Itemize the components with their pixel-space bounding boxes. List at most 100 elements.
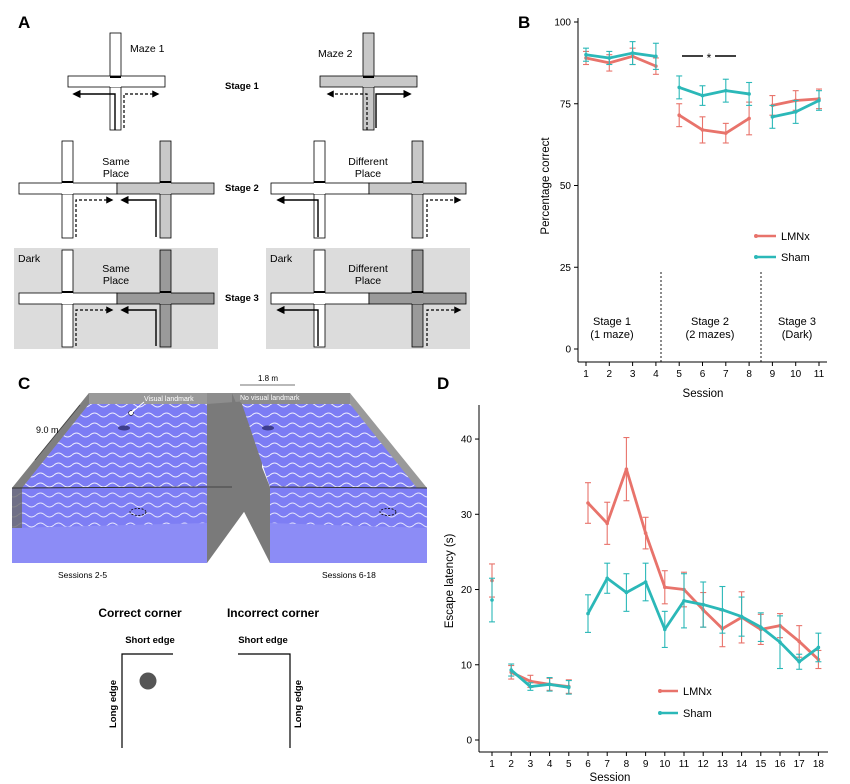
correct-corner-title: Correct corner bbox=[98, 606, 182, 620]
correct-corner-edges bbox=[121, 653, 173, 748]
chart-b-sham-point bbox=[724, 88, 728, 93]
legend-d-sham-dot bbox=[658, 711, 662, 715]
no-visual-landmark-label: No visual landmark bbox=[240, 395, 300, 402]
chart-d-xtick-label: 15 bbox=[755, 759, 767, 770]
chart-d-xtick-label: 7 bbox=[604, 759, 610, 770]
incorrect-corner-edges bbox=[238, 653, 291, 748]
panel-c: C Visual landmark 9.0 m Sessions 2-5 bbox=[11, 374, 428, 748]
chart-b-lmnx-point bbox=[677, 113, 681, 117]
chart-d-lmnx-point bbox=[797, 639, 801, 644]
chart-d-xtick-label: 3 bbox=[528, 759, 534, 770]
legend-d-sham-label: Sham bbox=[683, 708, 712, 720]
panel-b: B 0 25 50 75 100 1 2 3 4 5 6 7 8 9 10 11 Percentage co… bbox=[518, 13, 827, 400]
chart-d-sham-point bbox=[663, 627, 667, 632]
legend-b-lmnx-label: LMNx bbox=[781, 231, 810, 243]
legend-b-lmnx-dot bbox=[754, 234, 758, 238]
visual-landmark-label: Visual landmark bbox=[144, 396, 194, 403]
chart-b-sham-point bbox=[654, 54, 658, 59]
sessions-left-label: Sessions 2-5 bbox=[58, 570, 107, 580]
chart-b-legend: LMNx Sham bbox=[754, 231, 810, 264]
chart-d-sham-point bbox=[739, 614, 744, 619]
chart-d-xtick-label: 13 bbox=[717, 759, 729, 770]
chart-d-sham-point bbox=[759, 625, 763, 629]
panel-a-letter: A bbox=[18, 13, 30, 32]
chart-d-xtick-label: 10 bbox=[659, 759, 671, 770]
correct-long-edge: Long edge bbox=[108, 680, 119, 728]
chart-b-sham-line bbox=[678, 86, 750, 97]
chart-b-sham-point bbox=[793, 110, 798, 114]
chart-b-ytick-label: 25 bbox=[560, 263, 572, 274]
chart-b-xtick-label: 10 bbox=[790, 369, 802, 380]
stage2-different-place bbox=[270, 140, 467, 239]
platform-right bbox=[379, 508, 397, 516]
water-maze-left: Visual landmark 9.0 m Sessions 2-5 bbox=[11, 393, 262, 580]
chart-d-sham-point bbox=[586, 611, 590, 616]
dark-label-left: Dark bbox=[18, 253, 41, 265]
chart-b-xlabel: Session bbox=[683, 388, 724, 400]
chart-b-xtick-label: 6 bbox=[700, 369, 706, 380]
chart-d-sham-point bbox=[490, 598, 494, 602]
legend-b-sham-dot bbox=[754, 255, 758, 259]
chart-b-sham-point bbox=[817, 98, 821, 103]
chart-d-sham-point bbox=[778, 640, 782, 644]
chart-b-sham-point bbox=[700, 93, 705, 98]
chart-d-sham-line bbox=[510, 668, 570, 689]
chart-d-xtick-label: 11 bbox=[679, 759, 690, 770]
chart-d-lmnx-line bbox=[586, 467, 820, 661]
chart-d-ytick-label: 20 bbox=[461, 585, 473, 596]
legend-b-sham-label: Sham bbox=[781, 252, 810, 264]
chart-d-sham-point bbox=[682, 599, 686, 603]
maze2-label: Maze 2 bbox=[318, 48, 353, 60]
panel-b-letter: B bbox=[518, 13, 530, 32]
platform-left bbox=[129, 508, 147, 516]
chart-b-xtick-label: 2 bbox=[607, 369, 613, 380]
stage3-different-place bbox=[270, 249, 467, 348]
chart-d-sham-point bbox=[624, 590, 629, 595]
water-maze-right: 1.8 m No visual landmark Sessions 6-18 bbox=[232, 374, 428, 580]
chart-b-xtick-label: 5 bbox=[676, 369, 682, 380]
chart-b-sham-point bbox=[584, 52, 588, 57]
chart-d-lmnx-point bbox=[528, 679, 533, 684]
stage3-same-place-label-2: Place bbox=[103, 275, 129, 287]
chart-d-xtick-label: 14 bbox=[736, 759, 748, 770]
chart-b-xtick-label: 11 bbox=[814, 369, 825, 380]
chart-d-xtick-label: 4 bbox=[547, 759, 553, 770]
chart-b-lmnx-point bbox=[700, 128, 705, 132]
different-place-label-1: Different bbox=[348, 156, 388, 168]
chart-b-sham-point bbox=[630, 51, 635, 55]
chart-d-sham-point bbox=[701, 602, 705, 607]
stage1-maze1 bbox=[67, 32, 166, 131]
chart-d-xtick-label: 2 bbox=[508, 759, 514, 770]
chart-b-xtick-label: 4 bbox=[653, 369, 659, 380]
chart-d-xlabel: Session bbox=[590, 772, 631, 784]
chart-b-sham-point bbox=[607, 56, 612, 60]
stage3-label: Stage 3 bbox=[225, 293, 259, 304]
stage1-maze2 bbox=[319, 32, 418, 131]
chart-b-sham-line bbox=[585, 51, 657, 60]
chart-b-xtick-label: 7 bbox=[723, 369, 729, 380]
chart-b-xtick-label: 1 bbox=[583, 369, 589, 380]
stage2-title: Stage 2 bbox=[691, 316, 729, 328]
chart-b-ytick-label: 0 bbox=[565, 345, 571, 356]
chart-b-xtick-label: 9 bbox=[770, 369, 776, 380]
chart-b-ylabel: Percentage correct bbox=[540, 137, 552, 235]
no-landmark-disc bbox=[262, 425, 274, 431]
chart-d-lmnx-point bbox=[643, 531, 648, 535]
chart-d-xtick-label: 6 bbox=[585, 759, 591, 770]
chart-d-xtick-label: 1 bbox=[489, 759, 495, 770]
chart-d-sham-point bbox=[720, 608, 725, 612]
legend-d-lmnx-dot bbox=[658, 689, 662, 693]
stage2-label: Stage 2 bbox=[225, 183, 259, 194]
chart-d-xtick-label: 16 bbox=[774, 759, 786, 770]
panel-a: A Maze 1 Maze 2 Stage 1 bbox=[14, 13, 470, 349]
panel-c-letter: C bbox=[18, 374, 30, 393]
chart-d-ylabel: Escape latency (s) bbox=[444, 534, 456, 629]
chart-d-sham-point bbox=[528, 684, 533, 689]
chart-d-sham-point bbox=[547, 682, 552, 687]
chart-d-sham-point bbox=[509, 668, 513, 672]
chart-b-lmnx-line bbox=[678, 114, 750, 135]
chart-d-lmnx-point bbox=[663, 585, 667, 590]
chart-b-lmnx-point bbox=[747, 116, 751, 121]
